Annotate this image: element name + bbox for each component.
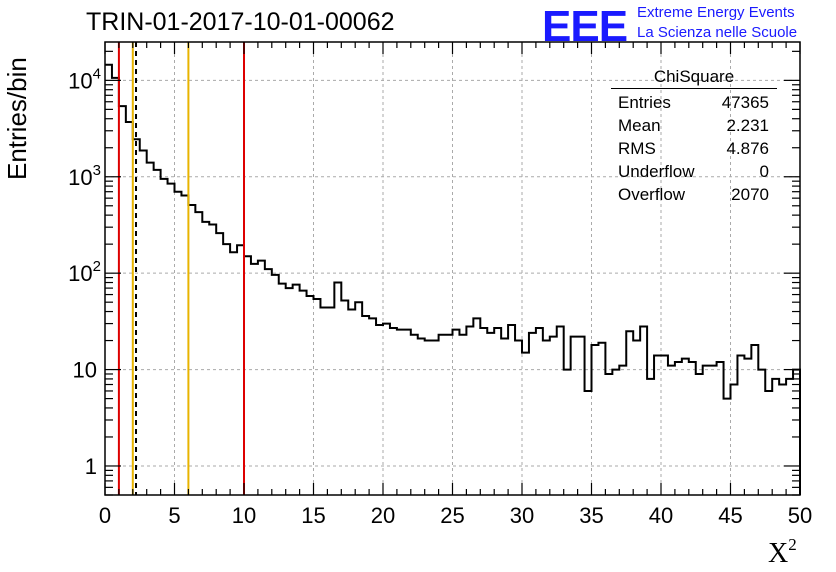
x-tick-label: 5	[168, 503, 180, 528]
y-tick-label: 103	[68, 162, 101, 190]
x-tick-label: 0	[99, 503, 111, 528]
stats-value: 2070	[731, 185, 769, 204]
run-title: TRIN-01-2017-10-01-00062	[86, 8, 395, 36]
x-tick-label: 40	[649, 503, 673, 528]
stats-label: RMS	[618, 139, 656, 158]
histogram-line	[105, 63, 801, 495]
eee-logo: EEE	[542, 2, 628, 51]
x-tick-label: 20	[371, 503, 395, 528]
stats-row-rms: RMS 4.876	[611, 137, 777, 160]
stats-row-entries: Entries 47365	[611, 91, 777, 114]
stats-value: 0	[759, 162, 769, 181]
stats-divider	[611, 88, 777, 89]
stats-row-mean: Mean 2.231	[611, 114, 777, 137]
stats-value: 4.876	[726, 139, 769, 158]
stats-title: ChiSquare	[653, 67, 735, 86]
y-tick-label: 1	[85, 454, 97, 479]
stats-label: Entries	[618, 93, 671, 112]
stats-row-overflow: Overflow 2070	[611, 183, 777, 206]
stats-label: Overflow	[618, 185, 686, 204]
x-tick-label: 50	[788, 503, 812, 528]
x-tick-label: 30	[510, 503, 534, 528]
y-axis-label: Entries/bin	[2, 57, 32, 180]
stats-label: Underflow	[618, 162, 695, 181]
logo-line-1: Extreme Energy Events	[637, 4, 795, 21]
stats-value: 47365	[721, 93, 769, 112]
x-axis-label: X2	[768, 535, 797, 569]
x-tick-label: 45	[718, 503, 742, 528]
y-tick-label: 104	[68, 65, 101, 93]
x-tick-label: 35	[579, 503, 603, 528]
y-tick-label: 10	[73, 358, 97, 383]
stats-label: Mean	[618, 116, 661, 135]
x-tick-label: 10	[232, 503, 256, 528]
x-tick-label: 15	[301, 503, 325, 528]
stats-value: 2.231	[726, 116, 769, 135]
logo-line-2: La Scienza nelle Scuole	[637, 24, 798, 41]
y-tick-label: 102	[68, 258, 101, 286]
stats-row-underflow: Underflow 0	[611, 160, 777, 183]
stats-box: ChiSquare Entries 47365 Mean 2.231 RMS 4…	[611, 66, 777, 206]
x-tick-label: 25	[440, 503, 464, 528]
